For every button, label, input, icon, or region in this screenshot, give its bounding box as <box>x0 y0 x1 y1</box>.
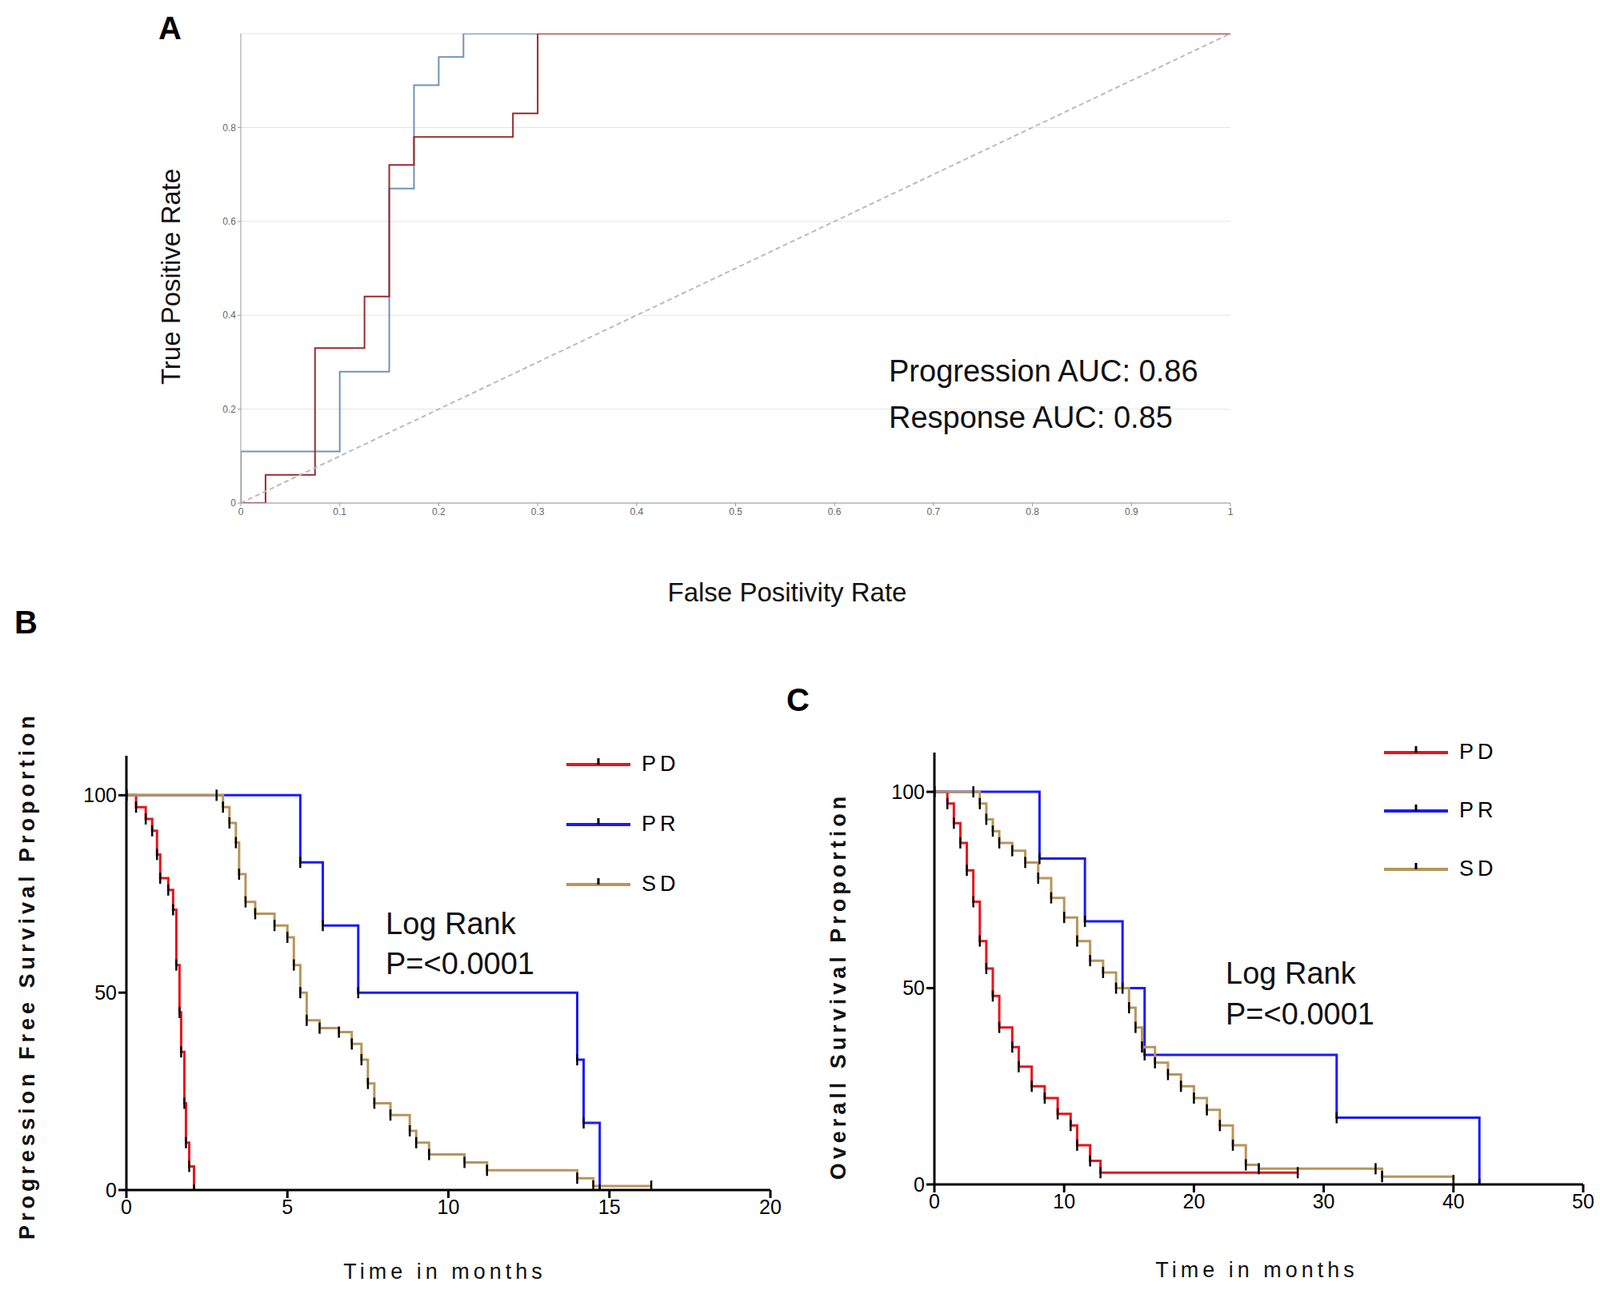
html-text:Log Rank: Log Rank <box>385 907 516 941</box>
svg-text:0.7: 0.7 <box>927 506 941 518</box>
svg-text:1: 1 <box>1228 506 1234 518</box>
svg-text:0: 0 <box>928 1190 940 1213</box>
svg-text:15: 15 <box>598 1196 621 1219</box>
html-text:PR: PR <box>1459 798 1498 823</box>
svg-text:40: 40 <box>1442 1190 1465 1213</box>
svg-text:100: 100 <box>891 780 925 804</box>
svg-text:5: 5 <box>281 1196 293 1219</box>
svg-text:0.6: 0.6 <box>828 506 842 518</box>
svg-text:0.2: 0.2 <box>222 404 236 416</box>
html-text:B: B <box>14 604 38 640</box>
svg-text:50: 50 <box>94 981 117 1004</box>
html-text:P=<0.0001: P=<0.0001 <box>385 947 535 981</box>
svg-text:50: 50 <box>1572 1190 1594 1213</box>
svg-text:0.3: 0.3 <box>531 506 545 518</box>
svg-text:0.5: 0.5 <box>728 506 743 518</box>
html-text:P=<0.0001: P=<0.0001 <box>1225 997 1375 1032</box>
svg-text:10: 10 <box>1052 1190 1076 1213</box>
html-text:Log Rank: Log Rank <box>1225 956 1356 991</box>
html-text:C: C <box>786 682 810 718</box>
html-text:True Positive Rate: True Positive Rate <box>156 168 186 385</box>
svg-text:0: 0 <box>913 1173 925 1196</box>
svg-text:10: 10 <box>437 1196 460 1219</box>
html-text:Response AUC: 0.85: Response AUC: 0.85 <box>888 400 1173 435</box>
svg-text:0.8: 0.8 <box>222 122 236 134</box>
svg-text:0.4: 0.4 <box>222 309 236 321</box>
svg-text:100: 100 <box>83 784 117 807</box>
svg-text:0.8: 0.8 <box>1025 506 1040 518</box>
html-text:PD: PD <box>641 752 680 776</box>
html-text:PD: PD <box>1459 740 1498 764</box>
html-text:False Positivity Rate: False Positivity Rate <box>667 577 907 608</box>
html-text:Time in months: Time in months <box>1155 1258 1359 1282</box>
html-text:SD: SD <box>1459 856 1498 881</box>
svg-text:0.1: 0.1 <box>332 506 347 518</box>
svg-text:0.6: 0.6 <box>222 216 236 228</box>
svg-text:20: 20 <box>1182 1190 1205 1213</box>
html-text:Progression Free Survival Prop: Progression Free Survival Proportion <box>14 711 39 1241</box>
svg-text:30: 30 <box>1312 1190 1336 1213</box>
svg-text:20: 20 <box>759 1196 782 1219</box>
html-text:A: A <box>158 10 182 46</box>
html-text:Time in months: Time in months <box>343 1259 547 1284</box>
html-text:PR: PR <box>641 812 680 836</box>
svg-text:0.2: 0.2 <box>432 506 446 518</box>
html-text:Progression AUC: 0.86: Progression AUC: 0.86 <box>888 354 1198 388</box>
svg-text:0: 0 <box>238 506 244 518</box>
svg-text:0.4: 0.4 <box>629 506 644 518</box>
svg-text:0: 0 <box>105 1179 117 1202</box>
html-text:Overall Survival Proportion: Overall Survival Proportion <box>826 792 850 1181</box>
svg-text:50: 50 <box>902 976 925 1000</box>
svg-text:0: 0 <box>230 497 236 509</box>
html-text:SD: SD <box>641 872 680 896</box>
svg-text:0.9: 0.9 <box>1124 506 1139 518</box>
svg-text:0: 0 <box>120 1196 132 1219</box>
